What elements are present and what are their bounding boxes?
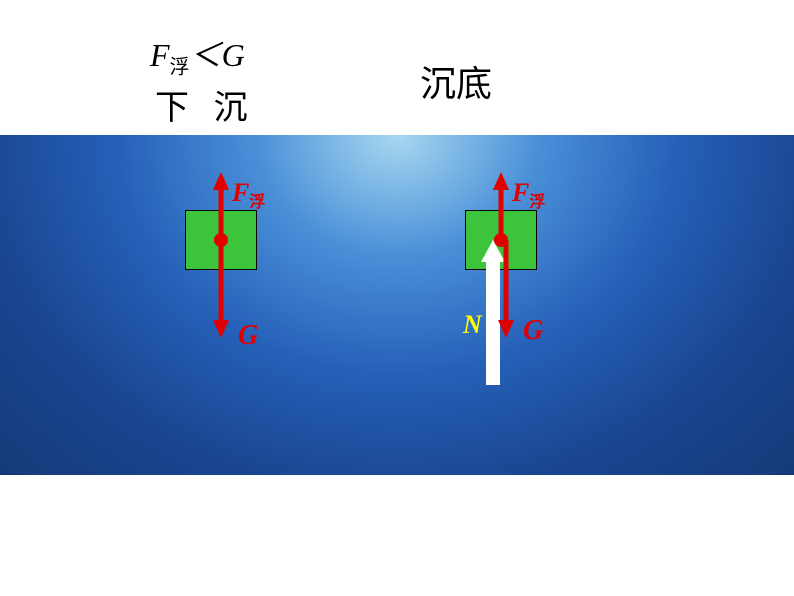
label-g-left: G	[238, 320, 258, 352]
water-background	[0, 135, 794, 475]
center-dot-left	[214, 233, 228, 247]
formula-op: ＜	[190, 37, 222, 73]
label-g-right: G	[523, 315, 543, 347]
formula-F: F	[150, 37, 170, 73]
label-f-right: F浮	[512, 178, 545, 212]
center-dot-right	[494, 233, 508, 247]
text-bottom: 沉底	[420, 55, 492, 107]
buoyancy-formula: F浮＜G	[150, 30, 245, 79]
label-f-left: F浮	[232, 178, 265, 212]
header-area: F浮＜G 下 沉 沉底	[0, 0, 794, 135]
formula-G: G	[222, 37, 245, 73]
label-n-right: N	[463, 310, 482, 340]
text-sinking: 下 沉	[155, 80, 256, 129]
formula-sub: 浮	[170, 56, 190, 78]
